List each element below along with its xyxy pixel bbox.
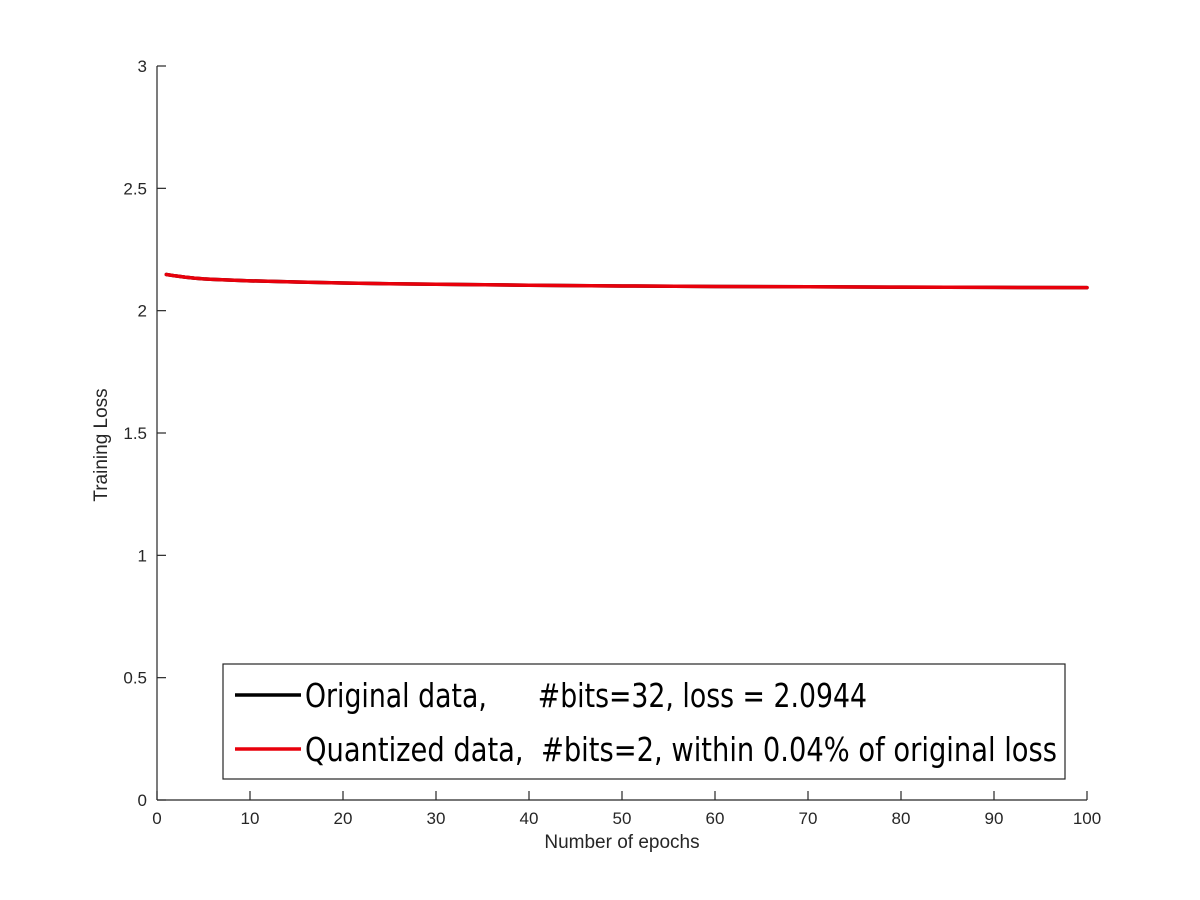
x-tick-label: 80 (892, 809, 911, 828)
legend-label-quantized: Quantized data, #bits=2, within 0.04% of… (305, 730, 1057, 769)
series-layer (164, 272, 1089, 290)
y-axis-title: Training Loss (91, 388, 112, 501)
legend: Original data, #bits=32, loss = 2.0944 Q… (222, 663, 1066, 780)
x-tick-label: 10 (241, 809, 260, 828)
y-tick-label: 2.5 (123, 179, 147, 198)
legend-label-original: Original data, #bits=32, loss = 2.0944 (305, 676, 867, 715)
x-tick-label: 40 (520, 809, 539, 828)
x-tick-label: 90 (985, 809, 1004, 828)
axes: 0 10 20 30 40 50 60 70 80 90 100 0 0.5 1 1.5 2 2.5 3 (123, 57, 1101, 828)
x-tick-label: 70 (799, 809, 818, 828)
y-tick-label: 0.5 (123, 669, 147, 688)
x-tick-label: 100 (1073, 809, 1101, 828)
legend-box (222, 663, 1066, 780)
series-line-quantized (164, 272, 1089, 290)
y-tick-label: 2 (138, 302, 147, 321)
x-tick-label: 50 (613, 809, 632, 828)
x-axis-title: Number of epochs (544, 832, 699, 853)
x-tick-label: 0 (152, 809, 161, 828)
y-tick-label: 0 (138, 791, 147, 810)
y-tick-label: 3 (138, 57, 147, 76)
x-tick-label: 60 (706, 809, 725, 828)
x-tick-label: 30 (427, 809, 446, 828)
x-tick-label: 20 (334, 809, 353, 828)
y-tick-label: 1.5 (123, 424, 147, 443)
y-tick-label: 1 (138, 546, 147, 565)
